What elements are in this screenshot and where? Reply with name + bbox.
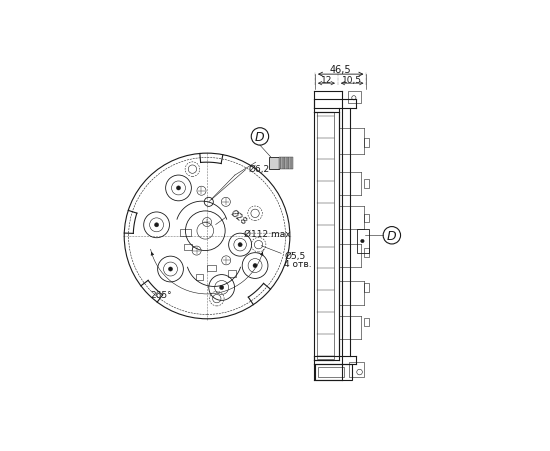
Bar [364,318,369,327]
Bar [357,230,369,253]
Text: 46,5: 46,5 [330,64,351,74]
Bar [318,367,344,377]
Text: D: D [387,229,397,242]
Bar [184,244,192,251]
Circle shape [177,186,180,191]
Bar [287,157,289,170]
Text: Ø112 max: Ø112 max [244,229,290,238]
Bar [283,157,285,170]
Bar [348,92,361,104]
Circle shape [219,286,224,290]
Bar [364,249,369,258]
Bar [364,179,369,188]
Circle shape [361,240,364,243]
Bar [364,139,369,148]
Text: 4 отв.: 4 отв. [284,260,312,269]
Circle shape [155,223,158,227]
Bar [315,364,352,380]
Circle shape [238,243,242,247]
Bar [279,157,281,170]
Bar [317,113,334,359]
Bar [349,363,364,377]
Bar [364,283,369,292]
Text: 10,5: 10,5 [342,76,362,85]
Bar [269,157,279,170]
Circle shape [253,264,257,268]
Circle shape [168,267,173,272]
Bar [196,275,203,281]
Text: Ø28: Ø28 [229,208,249,226]
Bar [281,157,283,170]
Text: Ø6,2: Ø6,2 [248,164,270,173]
Text: D: D [255,131,265,143]
Bar [289,157,292,170]
Text: 265°: 265° [151,290,172,299]
Bar [207,265,216,272]
Bar [285,157,287,170]
Text: 12: 12 [321,76,332,85]
Bar [228,271,236,277]
Text: Ø5,5: Ø5,5 [284,251,306,260]
Bar [292,157,293,170]
Bar [180,229,191,237]
Bar [364,214,369,223]
